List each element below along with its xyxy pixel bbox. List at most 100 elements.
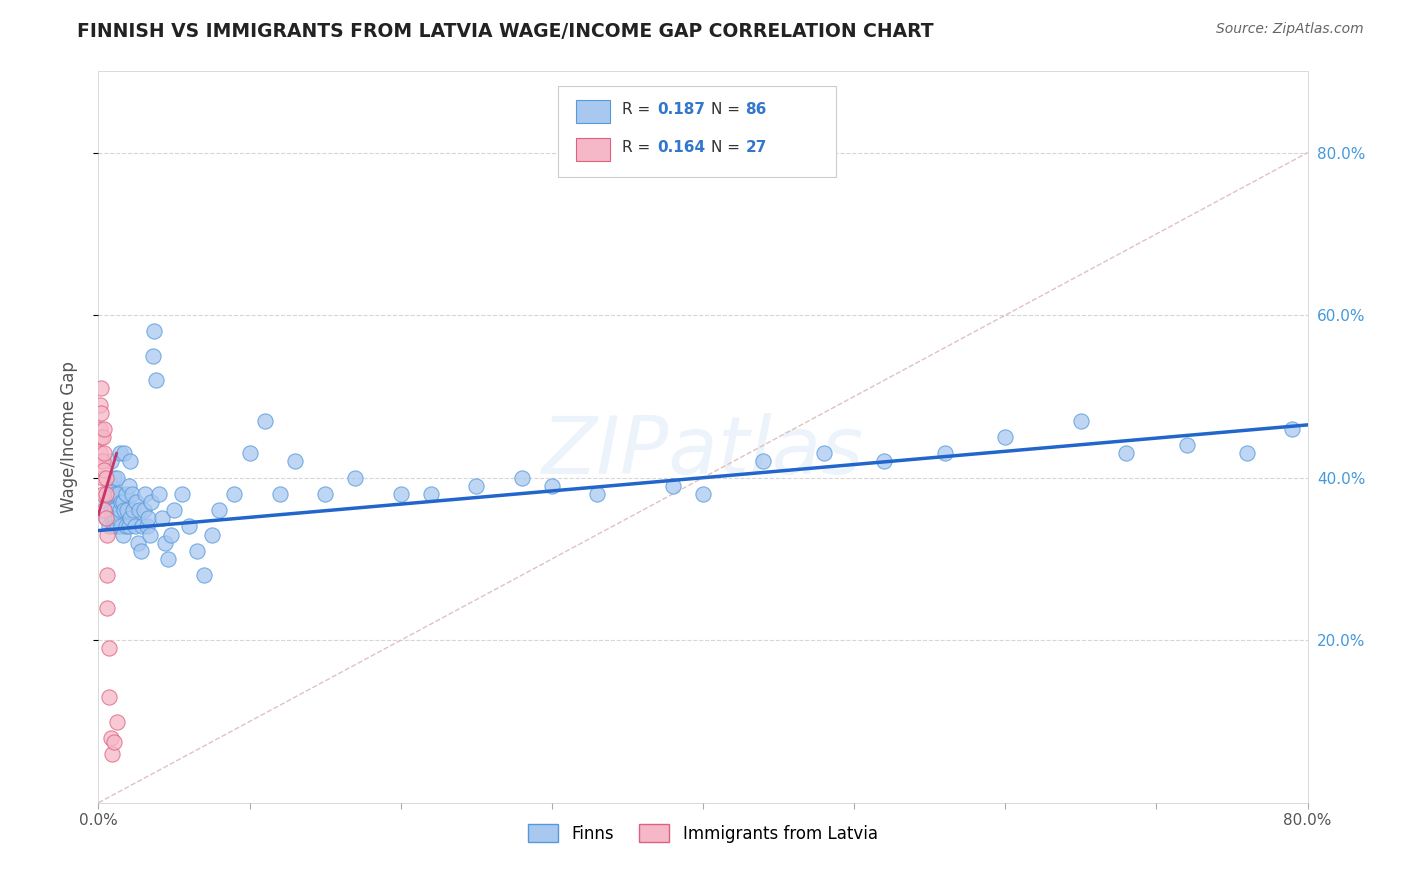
Point — [129, 544, 152, 558]
Point — [139, 527, 162, 541]
Point — [96, 568, 118, 582]
Point — [104, 487, 127, 501]
Point — [813, 446, 835, 460]
Point — [661, 479, 683, 493]
Point — [510, 471, 533, 485]
Point — [107, 487, 129, 501]
Point — [118, 479, 141, 493]
Point — [128, 503, 150, 517]
Point — [94, 487, 117, 501]
Point — [752, 454, 775, 468]
Text: 27: 27 — [745, 140, 766, 155]
Point — [124, 519, 146, 533]
Point — [208, 503, 231, 517]
Text: Source: ZipAtlas.com: Source: ZipAtlas.com — [1216, 22, 1364, 37]
Point — [134, 487, 156, 501]
Point — [145, 373, 167, 387]
Point — [1070, 414, 1092, 428]
Point — [104, 511, 127, 525]
Text: R =: R = — [621, 140, 655, 155]
Point — [112, 503, 135, 517]
Point — [118, 519, 141, 533]
Legend: Finns, Immigrants from Latvia: Finns, Immigrants from Latvia — [522, 818, 884, 849]
Point — [132, 503, 155, 517]
Point — [540, 479, 562, 493]
Point — [141, 495, 163, 509]
Y-axis label: Wage/Income Gap: Wage/Income Gap — [59, 361, 77, 513]
Point — [163, 503, 186, 517]
Point — [586, 487, 609, 501]
Point — [89, 398, 111, 412]
Point — [121, 487, 143, 501]
Point — [94, 511, 117, 525]
Point — [170, 487, 193, 501]
Point — [96, 600, 118, 615]
Point — [103, 519, 125, 533]
Point — [201, 527, 224, 541]
Point — [135, 519, 157, 533]
Point — [193, 568, 215, 582]
Point — [156, 552, 179, 566]
Text: 0.187: 0.187 — [657, 102, 704, 117]
Point — [91, 454, 114, 468]
Point — [143, 325, 166, 339]
Point — [122, 503, 145, 517]
Point — [110, 495, 132, 509]
Point — [111, 527, 134, 541]
Point — [93, 462, 115, 476]
Point — [105, 471, 128, 485]
Point — [94, 471, 117, 485]
Point — [269, 487, 291, 501]
Point — [1236, 446, 1258, 460]
Point — [153, 535, 176, 549]
Point — [934, 446, 956, 460]
Point — [110, 519, 132, 533]
Text: 86: 86 — [745, 102, 766, 117]
Point — [112, 446, 135, 460]
Point — [93, 422, 115, 436]
Point — [90, 406, 112, 420]
Point — [186, 544, 208, 558]
Text: ZIPatlas: ZIPatlas — [541, 413, 865, 491]
Bar — [576, 100, 610, 123]
Point — [127, 535, 149, 549]
Text: FINNISH VS IMMIGRANTS FROM LATVIA WAGE/INCOME GAP CORRELATION CHART: FINNISH VS IMMIGRANTS FROM LATVIA WAGE/I… — [77, 22, 934, 41]
Point — [420, 487, 443, 501]
Point — [98, 487, 121, 501]
Point — [1115, 446, 1137, 460]
Point — [692, 487, 714, 501]
Point — [284, 454, 307, 468]
Point — [90, 454, 112, 468]
Point — [101, 747, 124, 761]
Point — [108, 446, 131, 460]
Point — [108, 503, 131, 517]
Text: 0.164: 0.164 — [657, 140, 706, 155]
Point — [91, 487, 114, 501]
Point — [148, 487, 170, 501]
Point — [465, 479, 488, 493]
Point — [100, 454, 122, 468]
Point — [96, 495, 118, 509]
Point — [101, 479, 124, 493]
Point — [103, 735, 125, 749]
Point — [179, 519, 201, 533]
Point — [114, 487, 136, 501]
Point — [93, 503, 115, 517]
Point — [91, 471, 114, 485]
Point — [160, 527, 183, 541]
Point — [131, 519, 153, 533]
Point — [100, 731, 122, 745]
Text: N =: N = — [711, 102, 745, 117]
Point — [100, 503, 122, 517]
Point — [994, 430, 1017, 444]
Point — [120, 454, 142, 468]
Point — [89, 422, 111, 436]
Point — [224, 487, 246, 501]
Point — [114, 519, 136, 533]
Point — [105, 714, 128, 729]
Point — [142, 349, 165, 363]
Point — [101, 511, 124, 525]
Point — [96, 527, 118, 541]
Point — [1175, 438, 1198, 452]
Point — [103, 471, 125, 485]
